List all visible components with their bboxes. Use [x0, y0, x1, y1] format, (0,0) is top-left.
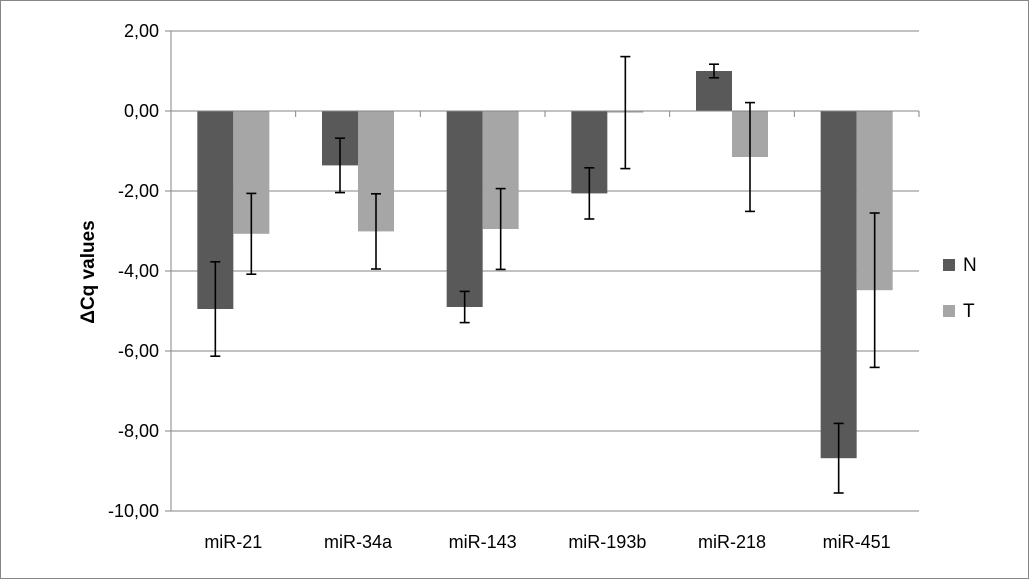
legend-swatch-n	[943, 259, 955, 271]
error-bar	[584, 167, 595, 220]
legend: NT	[943, 255, 977, 322]
bar-n	[820, 111, 857, 459]
legend-swatch-t	[943, 305, 955, 317]
error-bar	[833, 422, 844, 494]
y-tick-label: -4,00	[118, 261, 159, 281]
error-bar	[371, 193, 381, 270]
tick-labels: 2,00 0,00 -2,00 -4,00 -6,00 -8,00 -10,00 miR-21…	[108, 21, 891, 552]
error-bar	[459, 290, 470, 324]
y-tick-label: 0,00	[124, 101, 159, 121]
y-tick-label: -8,00	[118, 421, 159, 441]
y-tick-label: 2,00	[124, 21, 159, 41]
x-tick-label: miR-34a	[324, 532, 393, 552]
error-bars	[210, 55, 880, 494]
legend-label-n: N	[963, 255, 977, 276]
error-bar	[869, 212, 880, 369]
x-tick-label: miR-451	[823, 532, 891, 552]
x-tick-label: miR-193b	[568, 532, 646, 552]
x-tick-label: miR-143	[449, 532, 517, 552]
error-bar	[495, 187, 506, 271]
axes	[165, 30, 920, 512]
legend-label-t: T	[963, 301, 975, 322]
y-tick-label: -10,00	[108, 501, 159, 521]
error-bar	[745, 101, 755, 213]
x-tick-label: miR-21	[204, 532, 262, 552]
bars	[197, 71, 893, 459]
error-bar	[246, 192, 257, 276]
error-bar	[620, 55, 631, 170]
gridlines	[171, 30, 919, 512]
y-tick-label: -2,00	[118, 181, 159, 201]
bar-n	[446, 111, 483, 307]
y-tick-label: -6,00	[118, 341, 159, 361]
x-tick-label: miR-218	[698, 532, 766, 552]
error-bar	[210, 260, 221, 358]
error-bar	[335, 137, 345, 194]
error-bar	[709, 63, 719, 79]
y-axis-title: ΔCq values	[78, 220, 99, 323]
